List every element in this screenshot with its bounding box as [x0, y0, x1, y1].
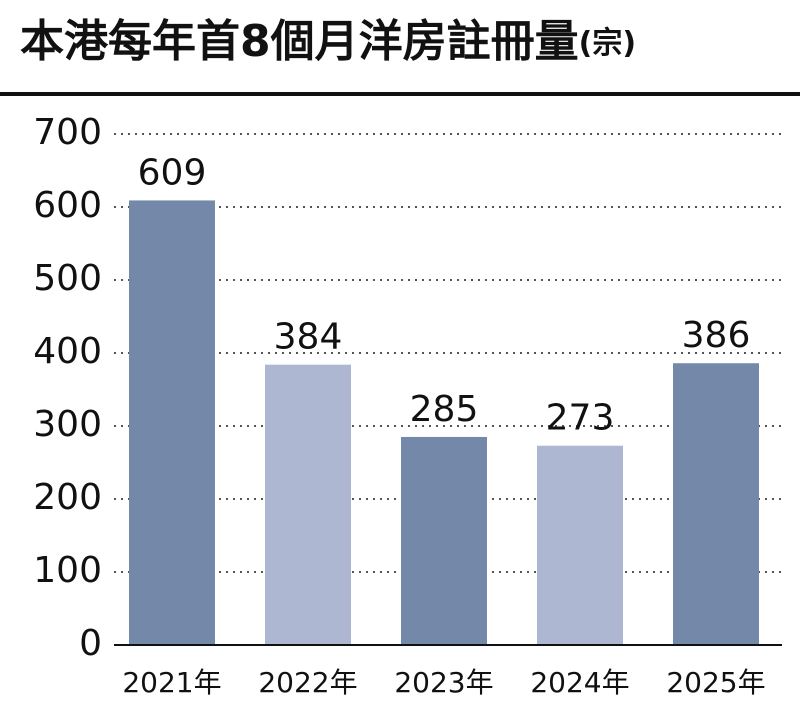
unit-text: (宗) — [579, 26, 636, 61]
chart-title: 本港每年首8個月洋房註冊量(宗) — [20, 16, 636, 67]
y-tick-label: 600 — [33, 185, 102, 226]
x-tick-label: 2022年 — [258, 666, 357, 699]
x-tick-label: 2025年 — [666, 666, 765, 699]
y-tick-label: 500 — [33, 258, 102, 299]
bar — [401, 436, 487, 645]
y-tick-label: 400 — [33, 331, 102, 372]
x-tick-label: 2023年 — [394, 666, 493, 699]
title-text: 本港每年首8個月洋房註冊量 — [20, 16, 579, 67]
value-label: 285 — [410, 389, 479, 430]
bar — [673, 363, 759, 645]
bar — [265, 364, 351, 645]
y-tick-label: 300 — [33, 404, 102, 445]
value-label: 386 — [682, 315, 751, 356]
bar — [129, 200, 215, 645]
y-tick-label: 100 — [33, 550, 102, 591]
x-tick-label: 2021年 — [122, 666, 221, 699]
title-rule — [0, 92, 800, 96]
y-tick-label: 200 — [33, 477, 102, 518]
value-label: 384 — [274, 317, 343, 358]
x-tick-label: 2024年 — [530, 666, 629, 699]
bar — [537, 445, 623, 645]
y-tick-label: 700 — [33, 112, 102, 153]
y-tick-label: 0 — [79, 623, 102, 664]
value-label: 273 — [546, 398, 615, 439]
value-label: 609 — [138, 152, 207, 193]
